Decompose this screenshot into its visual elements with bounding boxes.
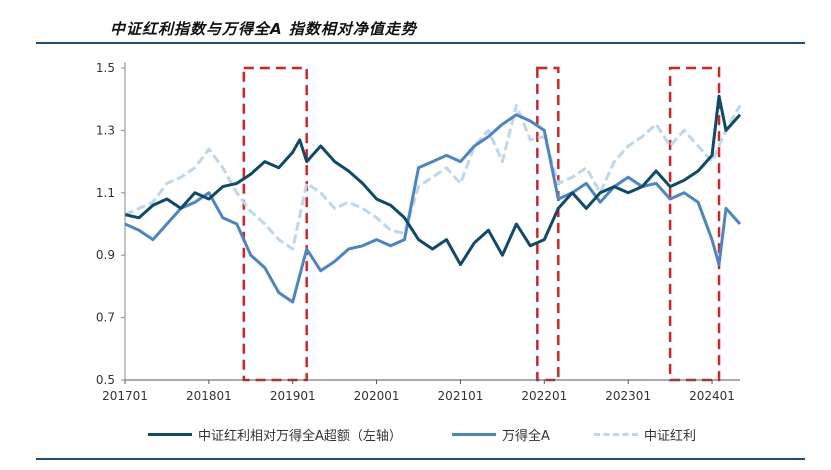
highlight-box-2 bbox=[536, 66, 560, 382]
x-tick-label: 201901 bbox=[270, 389, 316, 403]
top-rule bbox=[36, 42, 805, 44]
legend-label-excess: 中证红利相对万得全A超额（左轴） bbox=[198, 428, 402, 444]
series-line-1 bbox=[124, 94, 742, 267]
y-tick-label: 0.7 bbox=[96, 311, 115, 325]
legend-item-csi-dividend: 中证红利 bbox=[594, 424, 696, 444]
y-tick-label: 0.9 bbox=[96, 248, 115, 262]
chart-title: 中证红利指数与万得全A 指数相对净值走势 bbox=[110, 20, 417, 38]
legend-label-wind-all-a: 万得全A bbox=[502, 428, 550, 444]
series-line-3 bbox=[124, 103, 742, 251]
x-tick-label: 202301 bbox=[605, 389, 651, 403]
highlight-box-3 bbox=[668, 66, 721, 382]
y-tick-label: 1.1 bbox=[96, 186, 115, 200]
legend-item-wind-all-a: 万得全A bbox=[452, 424, 550, 444]
annotation-layer bbox=[242, 66, 721, 382]
x-tick-label: 202101 bbox=[438, 389, 484, 403]
legend-label-csi-dividend: 中证红利 bbox=[644, 428, 697, 444]
bottom-rule bbox=[36, 458, 805, 460]
legend-swatch-excess bbox=[148, 432, 192, 436]
y-tick-label: 1.3 bbox=[96, 123, 115, 137]
x-tick-label: 201701 bbox=[102, 389, 148, 403]
series-layer bbox=[124, 94, 742, 304]
x-tick-label: 202401 bbox=[689, 389, 735, 403]
legend-item-excess: 中证红利相对万得全A超额（左轴） bbox=[148, 424, 402, 444]
legend: 中证红利相对万得全A超额（左轴） 万得全A 中证红利 bbox=[0, 424, 831, 444]
axes-layer: 0.5 0.7 0.9 1.1 1.3 1.5 201701 201801 201901 2020… bbox=[96, 61, 740, 403]
series-line-2 bbox=[124, 113, 742, 304]
x-tick-label: 201801 bbox=[186, 389, 232, 403]
legend-swatch-wind-all-a bbox=[452, 432, 496, 436]
x-tick-label: 202201 bbox=[521, 389, 567, 403]
x-tick-label: 202001 bbox=[354, 389, 400, 403]
y-tick-label: 1.5 bbox=[96, 61, 115, 75]
y-tick-label: 0.5 bbox=[96, 373, 115, 387]
legend-swatch-csi-dividend bbox=[594, 432, 638, 436]
